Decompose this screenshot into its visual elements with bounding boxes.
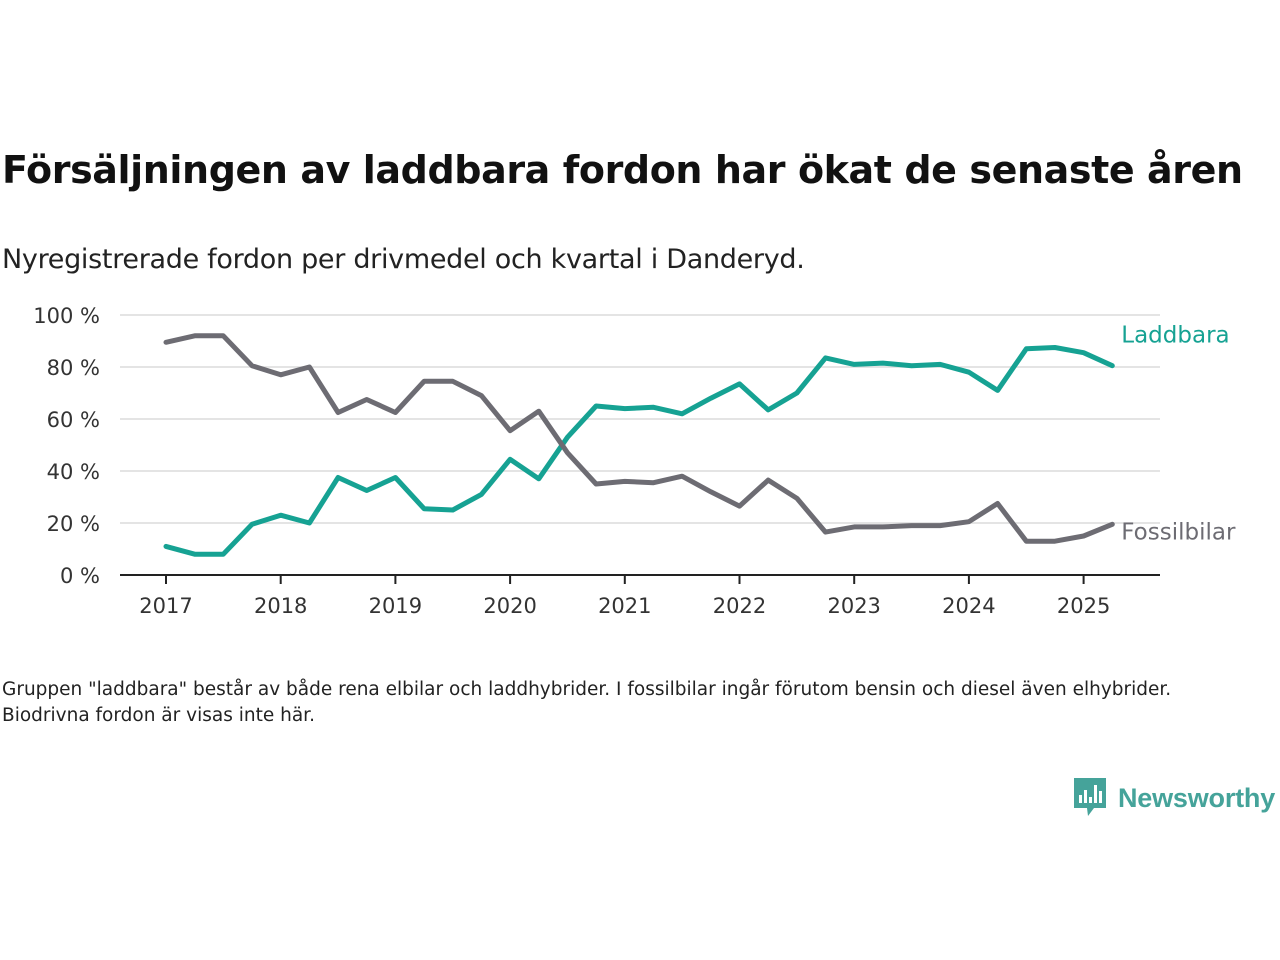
x-axis: 2017 2018 2019 2020 2021 2022 2023 2024 2025 [120,574,1160,618]
chart-title: Försäljningen av laddbara fordon har öka… [2,148,1243,192]
series-line-laddbara [163,345,1115,557]
newsworthy-logo-icon [1074,778,1106,816]
x-tick-label: 2025 [1057,594,1110,618]
y-tick-label: 60 % [47,408,100,432]
x-tick-label: 2017 [139,594,192,618]
x-tick-label: 2021 [598,594,651,618]
gridlines [120,314,1160,524]
y-tick-label: 0 % [60,564,100,588]
x-tick-label: 2024 [942,594,995,618]
footnote: Gruppen "laddbara" består av både rena e… [2,679,1172,726]
y-axis-tick-labels: 0 % 20 % 40 % 60 % 80 % 100 % [33,304,100,588]
series-lines [163,333,1115,557]
y-tick-label: 20 % [47,512,100,536]
x-tick-label: 2023 [827,594,880,618]
x-tick-label: 2022 [713,594,766,618]
x-tick-label: 2019 [369,594,422,618]
brand-name: Newsworthy [1118,782,1276,813]
x-tick-label: 2020 [483,594,536,618]
brand-logo: Newsworthy [1072,776,1275,820]
y-tick-label: 40 % [47,460,100,484]
y-tick-label: 80 % [47,356,100,380]
series-labels: Laddbara Fossilbilar [1121,323,1236,546]
line-chart: 0 % 20 % 40 % 60 % 80 % 100 % 2017 2018 2019 202… [33,304,1236,618]
series-line-fossilbilar [163,333,1115,544]
y-tick-label: 100 % [33,304,100,328]
series-label-laddbara: Laddbara [1121,323,1229,349]
series-label-fossilbilar: Fossilbilar [1121,519,1236,545]
chart-subtitle: Nyregistrerade fordon per drivmedel och … [2,244,805,275]
x-tick-label: 2018 [254,594,307,618]
